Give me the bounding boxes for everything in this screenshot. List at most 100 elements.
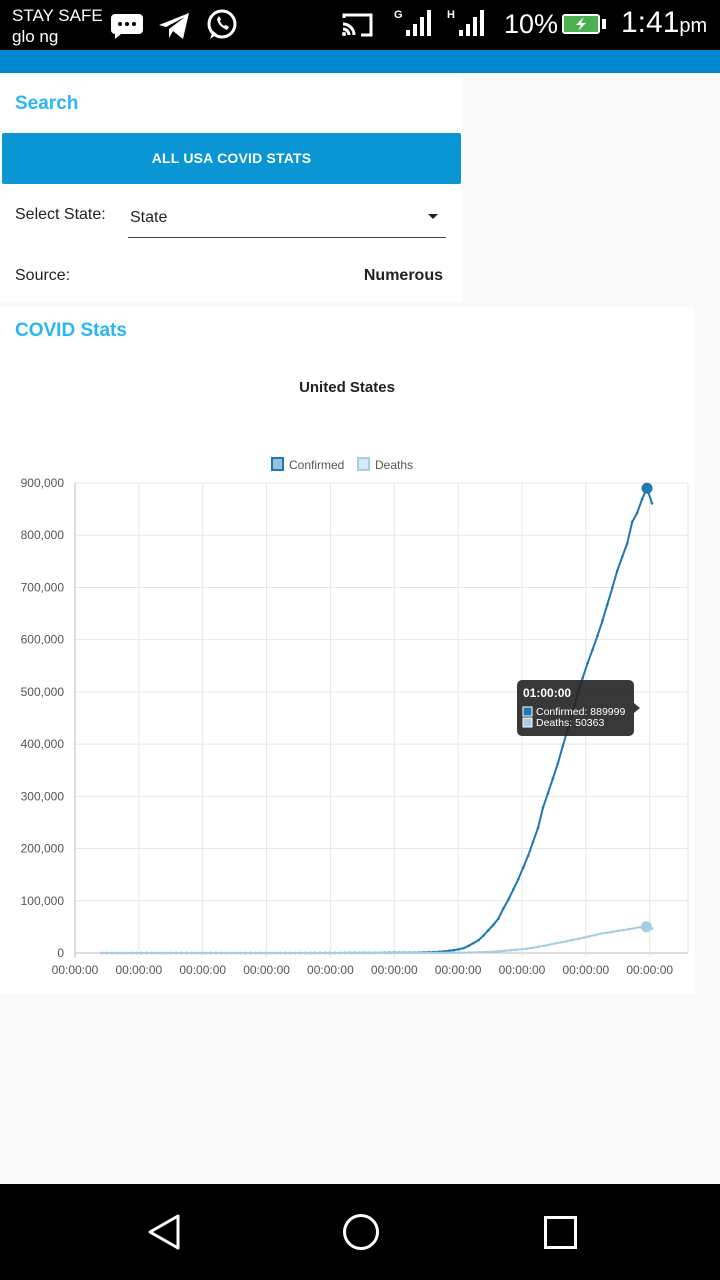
- telegram-icon: [157, 11, 191, 46]
- data-point: [611, 930, 614, 934]
- stats-title: COVID Stats: [15, 320, 127, 341]
- data-point: [546, 792, 550, 795]
- y-tick-label: 200,000: [21, 842, 65, 856]
- data-point: [559, 940, 563, 944]
- data-point: [242, 951, 246, 955]
- signal-network-label: H: [447, 9, 455, 21]
- data-point: [542, 944, 546, 948]
- data-point: [605, 931, 608, 935]
- highlighted-point: [640, 921, 652, 933]
- data-point: [482, 934, 485, 937]
- data-point: [463, 951, 467, 954]
- data-point: [625, 542, 629, 545]
- data-point: [591, 648, 594, 652]
- recent-apps-icon[interactable]: [544, 1216, 577, 1249]
- data-point: [452, 951, 455, 955]
- data-point: [514, 948, 518, 952]
- y-tick-label: 400,000: [21, 737, 65, 751]
- data-point: [640, 497, 644, 501]
- data-point: [180, 951, 183, 955]
- x-tick-label: 00:00:00: [499, 963, 546, 977]
- data-point: [225, 951, 229, 955]
- tooltip-title: 01:00:00: [523, 686, 571, 700]
- data-point: [537, 945, 540, 949]
- home-icon[interactable]: [343, 1214, 379, 1250]
- data-point: [492, 923, 495, 927]
- data-point: [344, 951, 348, 955]
- data-point: [293, 951, 297, 955]
- data-point: [282, 951, 285, 955]
- data-point: [462, 946, 466, 950]
- covid-line-chart[interactable]: United States Confirmed Deaths 0 100,000 200,…: [0, 307, 694, 994]
- data-point: [531, 946, 535, 950]
- select-state-label: Select State:: [15, 206, 106, 223]
- data-point: [406, 951, 410, 955]
- data-point: [236, 951, 240, 955]
- data-point: [606, 602, 609, 606]
- source-value: Numerous: [363, 267, 443, 284]
- data-point: [395, 951, 399, 955]
- app-bar: [0, 50, 720, 73]
- data-point: [440, 951, 444, 955]
- x-tick-label: 00:00:00: [307, 963, 354, 977]
- signal-icon: H: [447, 6, 489, 45]
- data-point: [208, 951, 212, 955]
- tooltip-swatch: [522, 706, 533, 717]
- signal-icon: G: [394, 6, 434, 45]
- data-point: [418, 951, 421, 955]
- legend-label: Deaths: [375, 458, 413, 472]
- search-card: Search ALL USA COVID STATS Select State:…: [0, 73, 462, 302]
- data-point: [157, 951, 161, 955]
- data-point: [469, 951, 472, 954]
- cast-icon: [340, 12, 374, 43]
- data-point: [520, 947, 523, 951]
- data-point: [185, 951, 189, 955]
- legend-swatch: [271, 457, 284, 471]
- y-tick-label: 100,000: [21, 894, 65, 908]
- data-point: [571, 938, 574, 942]
- x-tick-label: 00:00:00: [562, 963, 609, 977]
- data-point: [163, 951, 166, 955]
- data-point: [536, 826, 540, 830]
- data-point: [140, 951, 143, 955]
- x-tick-label: 00:00:00: [626, 963, 673, 977]
- data-point: [487, 928, 490, 932]
- tooltip-line: Deaths: 50363: [536, 717, 604, 729]
- data-point: [507, 898, 510, 902]
- data-point: [316, 951, 319, 955]
- legend-swatch: [357, 457, 370, 471]
- data-point: [100, 951, 104, 955]
- messaging-icon: [109, 12, 145, 45]
- data-point: [622, 928, 625, 932]
- data-point: [497, 917, 500, 920]
- all-usa-stats-button[interactable]: ALL USA COVID STATS: [2, 133, 461, 184]
- status-bar: STAY SAFE glo ng G H 10% 1:41pm: [0, 0, 720, 50]
- state-select[interactable]: State: [128, 199, 446, 238]
- data-point: [593, 933, 597, 937]
- x-tick-label: 00:00:00: [435, 963, 482, 977]
- data-point: [446, 951, 450, 955]
- data-point: [467, 944, 470, 948]
- data-point: [503, 949, 506, 953]
- data-point: [581, 676, 584, 680]
- data-point: [521, 866, 525, 869]
- data-point: [146, 951, 149, 955]
- data-point: [310, 951, 314, 955]
- data-point: [650, 502, 654, 505]
- chevron-down-icon: [428, 214, 438, 219]
- highlighted-point: [641, 482, 653, 494]
- x-tick-label: 00:00:00: [52, 963, 99, 977]
- y-tick-label: 800,000: [21, 528, 65, 542]
- data-point: [628, 927, 631, 931]
- data-point: [333, 951, 336, 955]
- data-point: [596, 634, 599, 637]
- data-point: [401, 951, 404, 955]
- y-tick-label: 900,000: [21, 476, 65, 490]
- data-point: [576, 937, 580, 941]
- data-point: [299, 951, 302, 955]
- data-point: [497, 950, 501, 953]
- data-point: [129, 951, 132, 955]
- back-icon[interactable]: [146, 1212, 182, 1257]
- data-point: [582, 936, 586, 939]
- data-point: [202, 951, 206, 955]
